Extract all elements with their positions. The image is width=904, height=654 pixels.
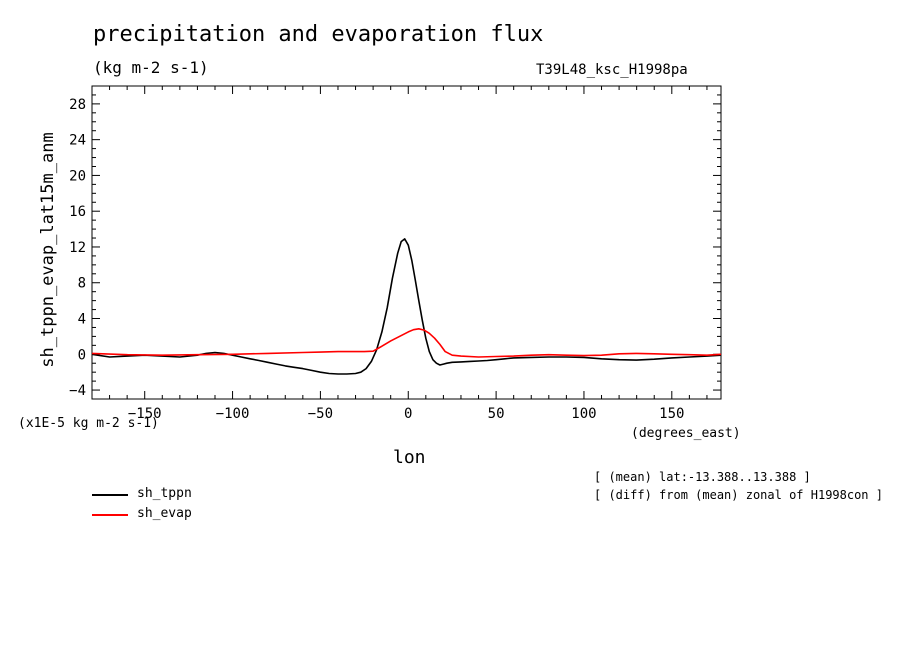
x-axis-label: lon [393,447,426,468]
y-tick-label: 16 [69,204,86,220]
series-layer [91,238,722,375]
legend-label-sh-tppn: sh_tppn [137,486,192,501]
x-tick-labels: −150 −100 −50 0 50 100 150 [128,406,685,422]
x-tick-label: 50 [488,406,505,422]
y-tick-label: −4 [69,383,86,399]
series-line-sh-tppn [91,238,722,375]
chart-units: (kg m-2 s-1) [93,58,209,77]
y-tick-label: 24 [69,133,86,149]
y-multiplier-label: (x1E-5 kg m-2 s-1) [18,416,159,431]
y-tick-label: 28 [69,97,86,113]
note-lat-range: [ (mean) lat:-13.388..13.388 ] [594,470,811,484]
legend-swatch-sh-evap [92,514,128,516]
legend-label-sh-evap: sh_evap [137,506,192,521]
y-tick-label: 12 [69,240,86,256]
chart-title: precipitation and evaporation flux [93,22,544,47]
y-tick-label: 4 [78,312,86,328]
x-tick-label: −150 [128,406,162,422]
x-tick-label: 150 [659,406,684,422]
y-tick-label: 8 [78,276,86,292]
x-tick-label: −50 [308,406,333,422]
y-tick-labels: −4 0 4 8 12 16 20 24 28 [69,97,86,399]
axis-ticks [92,85,721,400]
x-units-label: (degrees_east) [631,426,741,441]
x-tick-label: −100 [216,406,250,422]
y-tick-label: 0 [78,347,86,363]
note-diff: [ (diff) from (mean) zonal of H1998con ] [594,488,883,502]
legend-swatch-sh-tppn [92,494,128,496]
series-line-sh-evap [91,327,722,358]
y-tick-label: 20 [69,168,86,184]
x-tick-label: 100 [571,406,596,422]
y-axis-label: sh_tppn_evap_lat15m_anm [38,132,58,368]
x-tick-label: 0 [404,406,412,422]
run-name: T39L48_ksc_H1998pa [536,62,688,78]
